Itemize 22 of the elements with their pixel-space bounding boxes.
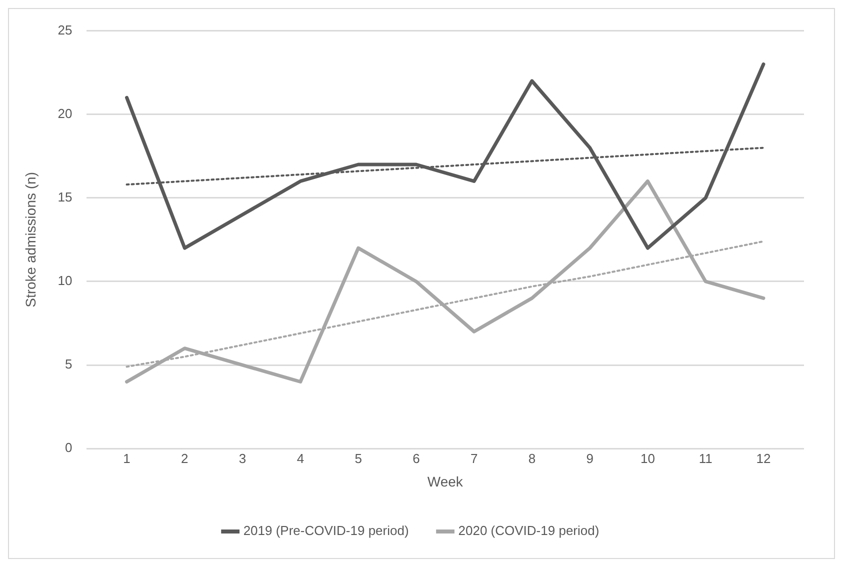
x-tick-label: 8 (528, 450, 536, 466)
y-tick-label: 20 (58, 106, 72, 121)
y-tick-label: 0 (65, 440, 72, 456)
x-tick-label: 2 (181, 450, 188, 466)
x-tick-label: 10 (640, 450, 655, 466)
legend-label: 2019 (Pre-COVID-19 period) (243, 523, 409, 538)
legend-label: 2020 (COVID-19 period) (458, 523, 600, 538)
y-tick-label: 25 (58, 22, 72, 38)
y-tick-label: 5 (65, 356, 72, 372)
y-tick-label: 10 (58, 273, 72, 288)
x-tick-label: 11 (698, 450, 712, 466)
y-axis-title: Stroke admissions (n) (22, 172, 38, 308)
x-tick-label: 9 (586, 450, 594, 466)
x-tick-label: 12 (756, 450, 771, 466)
x-tick-label: 7 (470, 450, 478, 466)
x-tick-label: 3 (238, 450, 246, 466)
x-tick-label: 6 (412, 450, 420, 466)
x-tick-label: 5 (354, 450, 362, 466)
y-tick-label: 15 (58, 190, 72, 204)
x-tick-label: 4 (296, 450, 304, 466)
x-tick-label: 1 (123, 450, 130, 466)
x-axis-title: Week (427, 473, 464, 490)
